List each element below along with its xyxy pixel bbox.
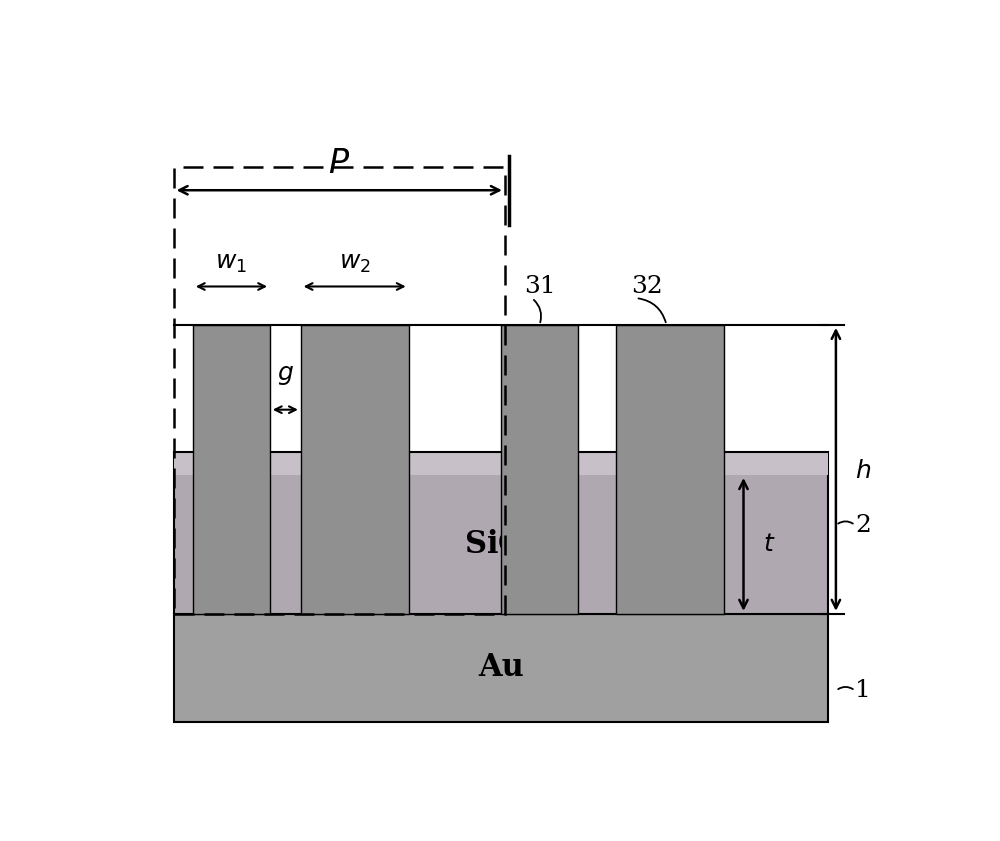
Bar bbox=[174, 614, 828, 722]
Bar bbox=[174, 452, 828, 614]
Text: $w_1$: $w_1$ bbox=[215, 251, 247, 275]
Text: 1: 1 bbox=[855, 680, 871, 702]
Text: Au: Au bbox=[478, 652, 524, 683]
Text: 2: 2 bbox=[855, 514, 871, 537]
Text: 31: 31 bbox=[524, 275, 555, 298]
Bar bbox=[174, 325, 828, 452]
Text: $g$: $g$ bbox=[277, 363, 294, 387]
Text: $w_2$: $w_2$ bbox=[339, 251, 371, 275]
Text: Si: Si bbox=[349, 410, 383, 441]
Bar bbox=[193, 325, 270, 614]
Bar bbox=[174, 452, 828, 475]
Text: $P$: $P$ bbox=[328, 147, 350, 180]
Text: $t$: $t$ bbox=[763, 532, 775, 557]
Text: $h$: $h$ bbox=[855, 459, 871, 484]
Bar bbox=[174, 167, 505, 614]
Text: 32: 32 bbox=[631, 275, 663, 298]
Text: SiO$_2$: SiO$_2$ bbox=[464, 528, 538, 561]
Bar bbox=[501, 325, 578, 614]
Bar bbox=[301, 325, 409, 614]
Bar bbox=[616, 325, 724, 614]
